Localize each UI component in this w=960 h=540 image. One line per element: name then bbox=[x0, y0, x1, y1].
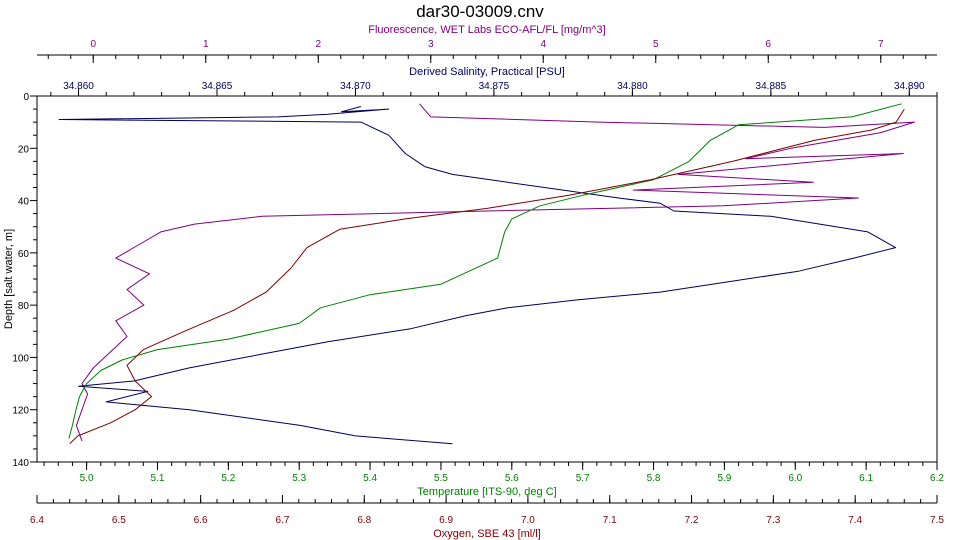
fluorescence-series-line bbox=[75, 103, 915, 442]
depth-tick-label: 120 bbox=[12, 406, 29, 417]
temperature-tick-label: 5.1 bbox=[151, 473, 165, 484]
salinity-tick-label: 34.865 bbox=[202, 81, 233, 92]
depth-tick-label: 80 bbox=[18, 301, 30, 312]
oxygen-axis: 6.4 6.5 6.6 6.7 6.8 6.9 7.0 7.1 7.2 7.3 7.4 7.5 Oxyg… bbox=[30, 495, 944, 540]
temperature-series-line bbox=[68, 103, 902, 439]
oxygen-tick-label: 7.5 bbox=[930, 515, 944, 526]
temperature-tick-label: 5.6 bbox=[505, 473, 519, 484]
salinity-tick-label: 34.870 bbox=[340, 81, 371, 92]
fluorescence-tick-label: 3 bbox=[428, 39, 434, 50]
salinity-tick-label: 34.860 bbox=[63, 81, 94, 92]
fluorescence-tick-label: 4 bbox=[540, 39, 546, 50]
depth-tick-label: 20 bbox=[18, 144, 30, 155]
temperature-tick-label: 5.2 bbox=[221, 473, 235, 484]
series-layer bbox=[58, 103, 915, 445]
temperature-axis: 5.0 5.1 5.2 5.3 5.4 5.5 5.6 5.7 5.8 5.9 6.0 6.1 6.2 T… bbox=[37, 461, 944, 498]
oxygen-axis-title: Oxygen, SBE 43 [ml/l] bbox=[433, 528, 541, 540]
fluorescence-tick-label: 7 bbox=[878, 39, 884, 50]
temperature-axis-title: Temperature [ITS-90, deg C] bbox=[417, 486, 556, 498]
salinity-series-line bbox=[58, 106, 896, 445]
oxygen-tick-label: 7.3 bbox=[766, 515, 780, 526]
salinity-tick-label: 34.890 bbox=[894, 81, 925, 92]
chart-title: dar30-03009.cnv bbox=[416, 2, 544, 21]
depth-axis: 0 20 40 60 80 100 120 140 Depth [salt water, m] bbox=[3, 92, 37, 469]
depth-tick-label: 60 bbox=[18, 249, 30, 260]
depth-tick-label: 0 bbox=[23, 92, 29, 103]
oxygen-tick-label: 6.9 bbox=[439, 515, 453, 526]
oxygen-tick-label: 6.5 bbox=[112, 515, 126, 526]
temperature-tick-label: 6.1 bbox=[859, 473, 873, 484]
oxygen-tick-label: 6.8 bbox=[357, 515, 371, 526]
fluorescence-axis: 0 1 2 3 4 5 6 7 Fluorescence, WET Labs ECO-AFL/F… bbox=[37, 24, 937, 63]
temperature-tick-label: 5.3 bbox=[292, 473, 306, 484]
salinity-axis-title: Derived Salinity, Practical [PSU] bbox=[409, 66, 565, 78]
salinity-tick-label: 34.880 bbox=[617, 81, 648, 92]
oxygen-tick-label: 6.4 bbox=[30, 515, 44, 526]
depth-tick-label: 140 bbox=[12, 458, 29, 469]
oxygen-tick-label: 7.0 bbox=[521, 515, 535, 526]
oxygen-tick-label: 6.6 bbox=[194, 515, 208, 526]
temperature-tick-label: 6.0 bbox=[788, 473, 802, 484]
depth-axis-title: Depth [salt water, m] bbox=[3, 229, 15, 329]
fluorescence-tick-label: 2 bbox=[315, 39, 321, 50]
oxygen-tick-label: 7.2 bbox=[685, 515, 699, 526]
fluorescence-tick-label: 0 bbox=[90, 39, 96, 50]
plot-frame bbox=[36, 95, 938, 463]
axes-layer: 0 1 2 3 4 5 6 7 Fluorescence, WET Labs ECO-AFL/F… bbox=[3, 24, 944, 540]
fluorescence-tick-label: 6 bbox=[765, 39, 771, 50]
oxygen-tick-label: 7.4 bbox=[848, 515, 862, 526]
salinity-tick-label: 34.875 bbox=[479, 81, 510, 92]
depth-tick-label: 100 bbox=[12, 353, 29, 364]
fluorescence-axis-title: Fluorescence, WET Labs ECO-AFL/FL [mg/m^… bbox=[368, 24, 605, 36]
salinity-axis: 34.860 34.865 34.870 34.875 34.880 34.885 34.8… bbox=[37, 66, 938, 97]
fluorescence-tick-label: 5 bbox=[653, 39, 659, 50]
temperature-tick-label: 5.7 bbox=[576, 473, 590, 484]
depth-tick-label: 40 bbox=[18, 197, 30, 208]
temperature-tick-label: 5.0 bbox=[80, 473, 94, 484]
temperature-tick-label: 5.8 bbox=[647, 473, 661, 484]
temperature-tick-label: 6.2 bbox=[930, 473, 944, 484]
temperature-tick-label: 5.9 bbox=[717, 473, 731, 484]
temperature-tick-label: 5.5 bbox=[434, 473, 448, 484]
oxygen-series-line bbox=[69, 108, 905, 445]
oxygen-tick-label: 6.7 bbox=[276, 515, 290, 526]
salinity-tick-label: 34.885 bbox=[756, 81, 787, 92]
oxygen-tick-label: 7.1 bbox=[603, 515, 617, 526]
temperature-tick-label: 5.4 bbox=[363, 473, 377, 484]
fluorescence-tick-label: 1 bbox=[203, 39, 209, 50]
